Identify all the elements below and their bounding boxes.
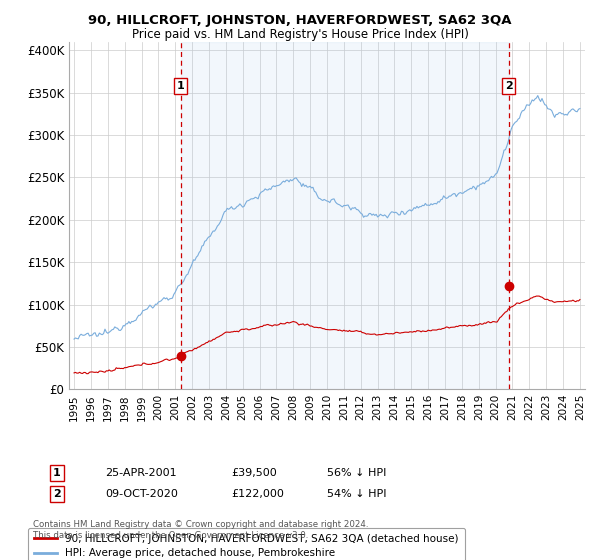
Legend: 90, HILLCROFT, JOHNSTON, HAVERFORDWEST, SA62 3QA (detached house), HPI: Average : 90, HILLCROFT, JOHNSTON, HAVERFORDWEST, … — [28, 528, 465, 560]
Text: This data is licensed under the Open Government Licence v3.0.: This data is licensed under the Open Gov… — [33, 531, 308, 540]
Text: £39,500: £39,500 — [231, 468, 277, 478]
Text: £122,000: £122,000 — [231, 489, 284, 499]
Bar — [181, 42, 509, 389]
Text: 09-OCT-2020: 09-OCT-2020 — [105, 489, 178, 499]
Text: 1: 1 — [53, 468, 61, 478]
Text: 25-APR-2001: 25-APR-2001 — [105, 468, 176, 478]
Text: Contains HM Land Registry data © Crown copyright and database right 2024.: Contains HM Land Registry data © Crown c… — [33, 520, 368, 529]
Text: 56% ↓ HPI: 56% ↓ HPI — [327, 468, 386, 478]
Text: Price paid vs. HM Land Registry's House Price Index (HPI): Price paid vs. HM Land Registry's House … — [131, 28, 469, 41]
Text: 90, HILLCROFT, JOHNSTON, HAVERFORDWEST, SA62 3QA: 90, HILLCROFT, JOHNSTON, HAVERFORDWEST, … — [88, 14, 512, 27]
Text: 54% ↓ HPI: 54% ↓ HPI — [327, 489, 386, 499]
Text: 2: 2 — [505, 81, 512, 91]
Text: 2: 2 — [53, 489, 61, 499]
Text: 1: 1 — [177, 81, 185, 91]
